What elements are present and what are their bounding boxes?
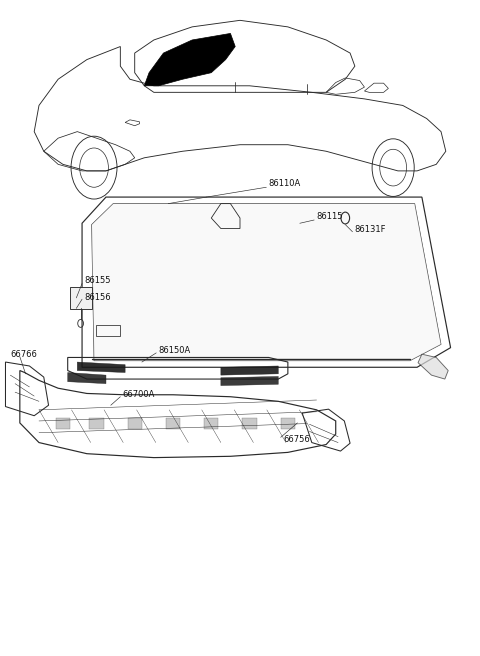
Text: 86150A: 86150A <box>158 346 191 356</box>
Text: 86115: 86115 <box>317 213 343 221</box>
Polygon shape <box>89 419 104 429</box>
Polygon shape <box>281 419 295 429</box>
Text: 86131F: 86131F <box>355 225 386 234</box>
Polygon shape <box>144 33 235 86</box>
Text: 86155: 86155 <box>84 276 111 285</box>
Polygon shape <box>128 419 142 429</box>
Polygon shape <box>418 354 448 379</box>
Polygon shape <box>92 203 441 361</box>
Text: 66766: 66766 <box>10 350 37 359</box>
Polygon shape <box>221 366 278 375</box>
Polygon shape <box>166 419 180 429</box>
Text: 66700A: 66700A <box>123 390 155 400</box>
Text: 86156: 86156 <box>84 293 111 302</box>
Polygon shape <box>68 373 106 384</box>
Polygon shape <box>221 377 278 386</box>
Polygon shape <box>56 419 70 429</box>
Polygon shape <box>204 419 218 429</box>
FancyBboxPatch shape <box>70 287 92 309</box>
Text: 66756: 66756 <box>283 435 310 443</box>
Text: 86110A: 86110A <box>269 180 301 188</box>
Polygon shape <box>77 362 125 373</box>
Polygon shape <box>242 419 257 429</box>
